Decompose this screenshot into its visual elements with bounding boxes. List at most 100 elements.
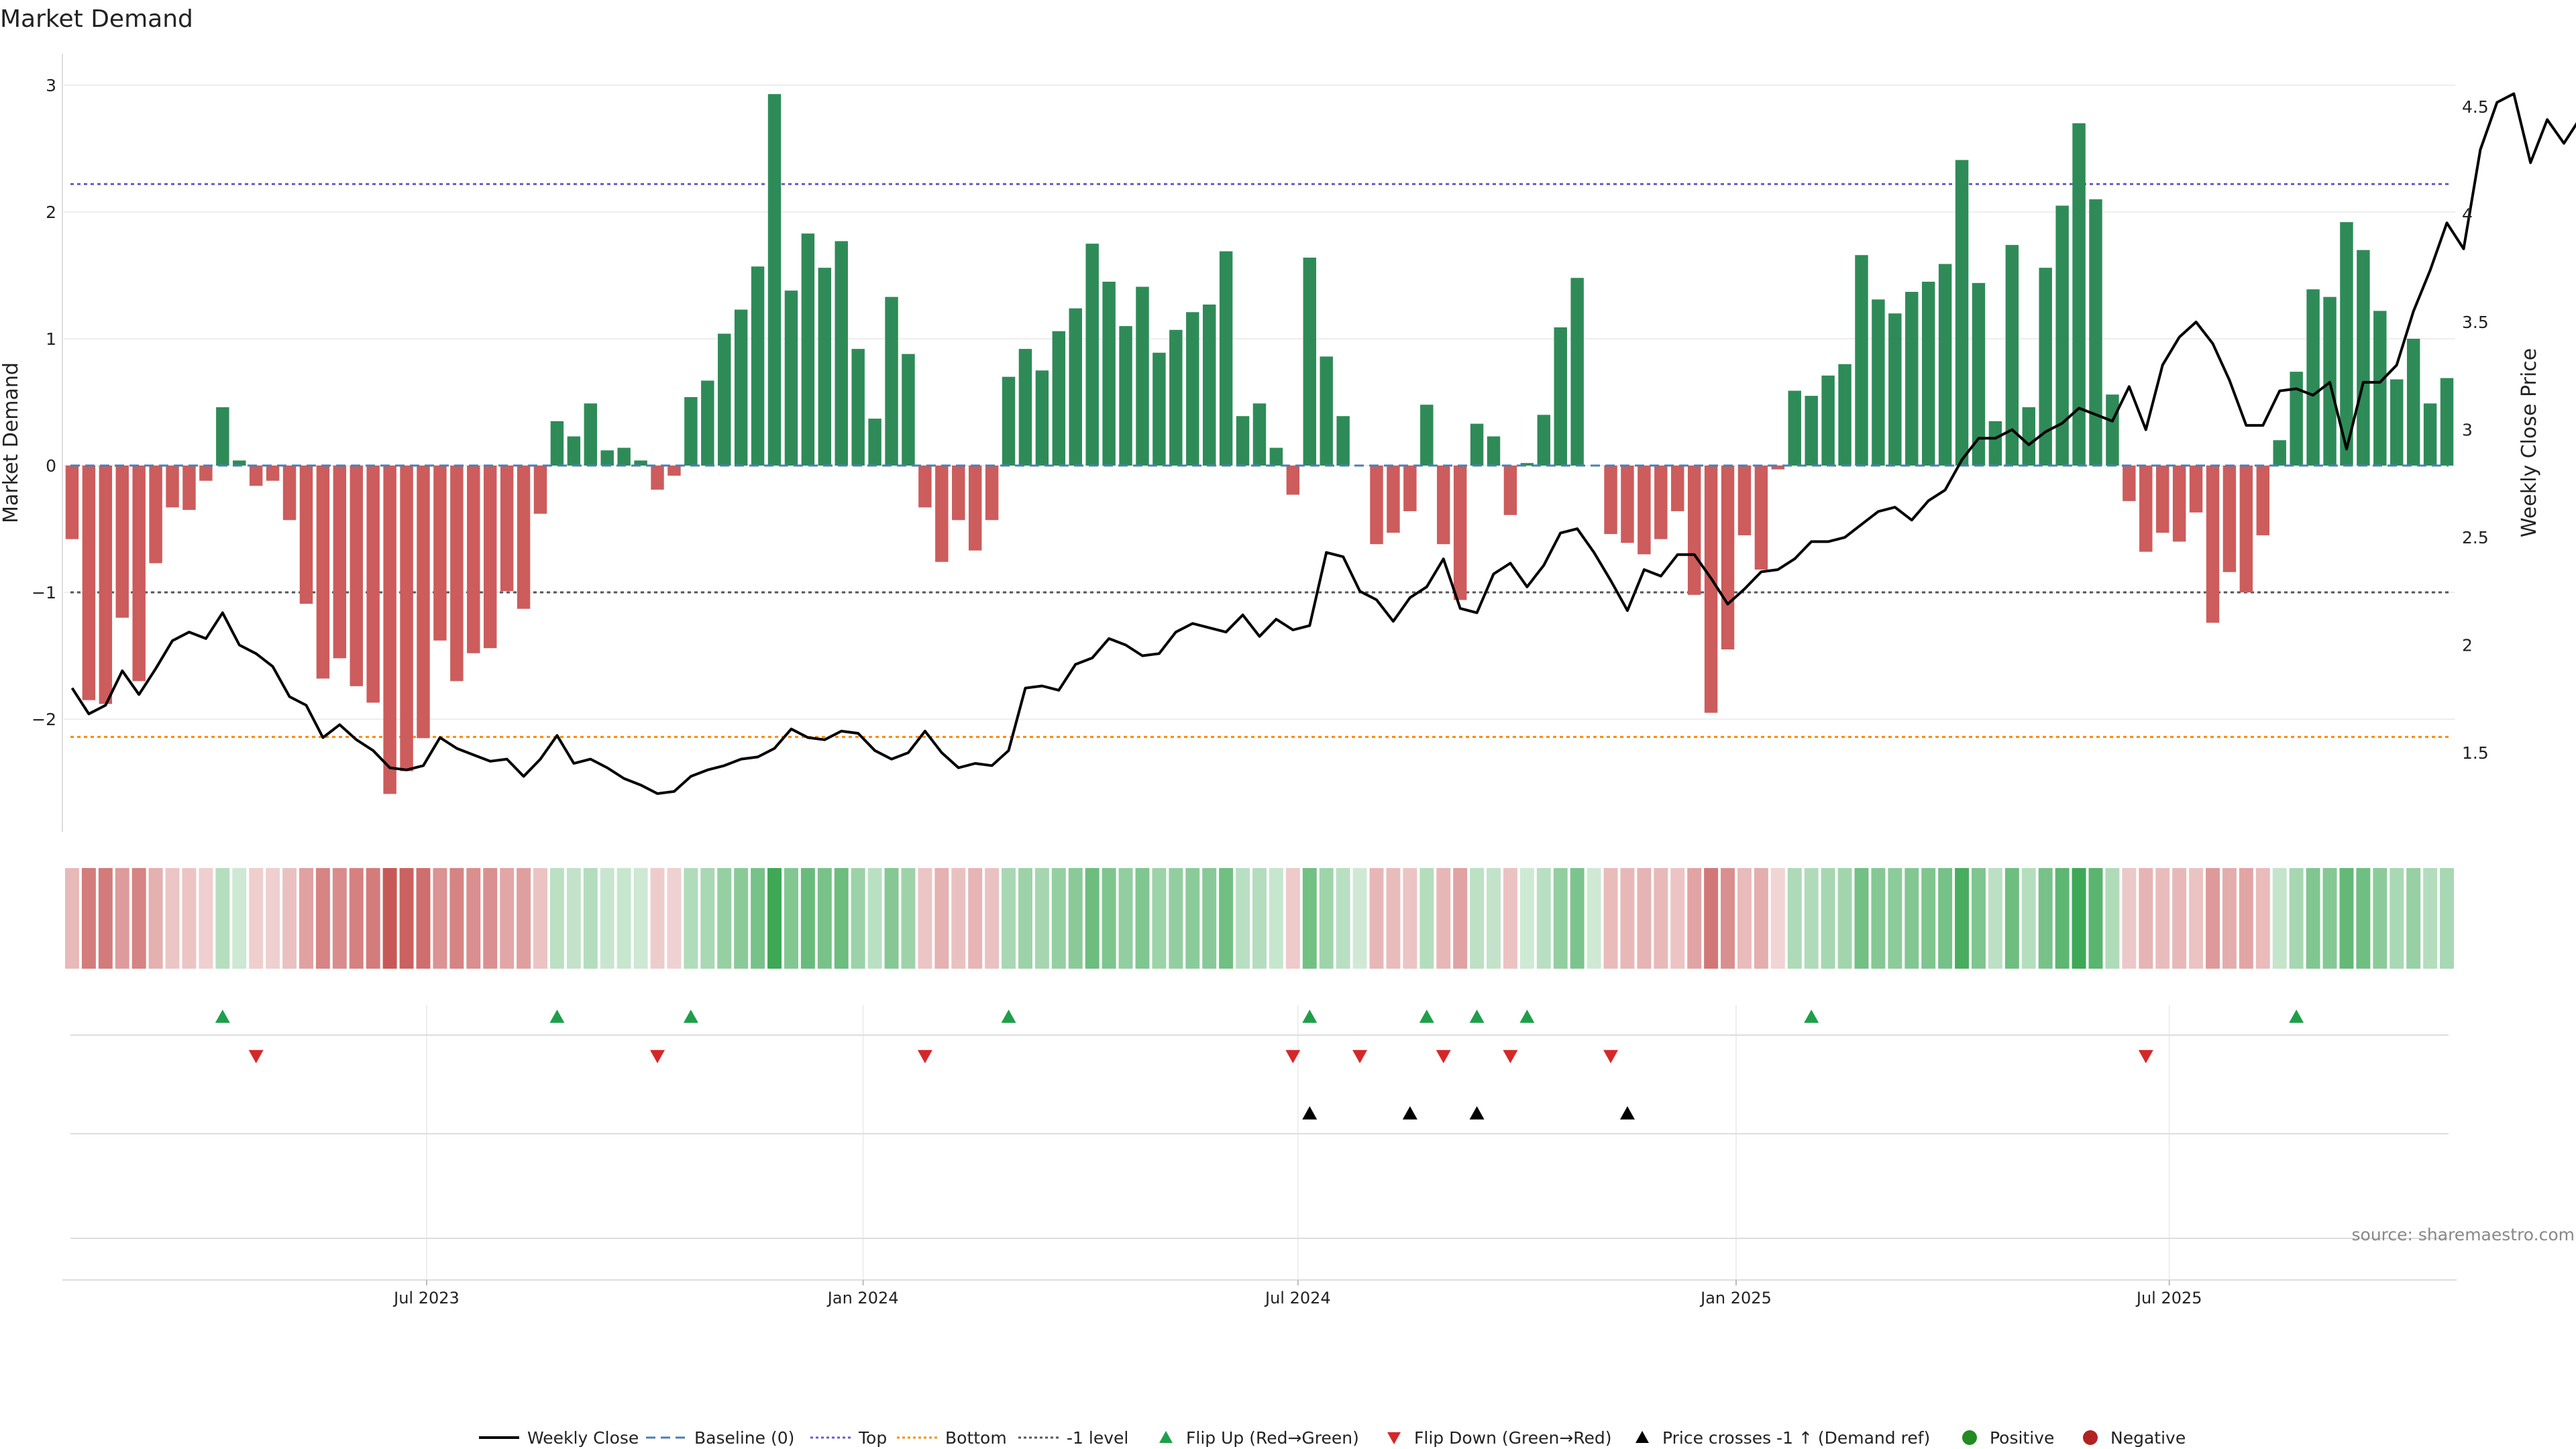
flip-up-marker [1001, 1010, 1016, 1023]
heat-cell [2423, 868, 2438, 969]
demand-bar [617, 447, 631, 466]
flip-down-marker [248, 1050, 264, 1063]
x-tick-label: Jul 2023 [392, 1289, 460, 1307]
demand-bar [784, 290, 798, 466]
heat-cell [1687, 868, 1702, 969]
demand-bar [600, 450, 614, 466]
y-tick-label: −2 [32, 710, 56, 729]
flip-down-marker [1285, 1050, 1301, 1063]
legend-swatch [1635, 1431, 1649, 1443]
heat-cell [1169, 868, 1183, 969]
demand-bar [1520, 463, 1534, 466]
heat-cell [131, 868, 146, 969]
legend-swatch [1962, 1430, 1977, 1445]
y2-tick-label: 2 [2462, 636, 2473, 655]
heat-cell [684, 868, 698, 969]
heat-cell [1051, 868, 1066, 969]
heat-cell [2172, 868, 2187, 969]
demand-bar [584, 403, 598, 466]
demand-bar [350, 466, 363, 686]
y2-tick-label: 2.5 [2462, 528, 2489, 547]
demand-bar [1169, 329, 1183, 466]
demand-bar [166, 466, 179, 508]
heat-cell [1034, 868, 1049, 969]
demand-bar [450, 466, 464, 682]
flip-down-marker [1603, 1050, 1619, 1063]
demand-bar [99, 466, 113, 704]
heat-cell [2206, 868, 2220, 969]
heat-cell [332, 868, 347, 969]
heat-cell [600, 868, 614, 969]
heat-cell [1654, 868, 1668, 969]
legend-swatch [1387, 1432, 1401, 1444]
demand-bar [851, 349, 865, 466]
heat-cell [1403, 868, 1417, 969]
heat-cell [918, 868, 932, 969]
heat-cell [1285, 868, 1300, 969]
heat-cell [767, 868, 782, 969]
heat-cell [549, 868, 564, 969]
heat-cell [2072, 868, 2086, 969]
flip-up-marker [1804, 1010, 1819, 1023]
flip-down-marker [2138, 1050, 2153, 1063]
heat-cell [1821, 868, 1835, 969]
heat-cell [2088, 868, 2103, 969]
demand-bar [65, 466, 79, 539]
demand-bar [1069, 308, 1082, 466]
heat-cell [1068, 868, 1083, 969]
heat-cell [483, 868, 498, 969]
demand-bar [1988, 421, 2002, 466]
flip-down-marker [1503, 1050, 1518, 1063]
flip-up-marker [1469, 1010, 1485, 1023]
x-tick-label: Jan 2024 [826, 1289, 899, 1307]
demand-bar [2423, 403, 2437, 466]
demand-bar [1855, 255, 1868, 466]
demand-bar [417, 466, 430, 739]
source-note: source: sharemaestro.com [2352, 1225, 2575, 1244]
flip-down-marker [1352, 1050, 1368, 1063]
demand-bar [701, 380, 714, 466]
heat-cell [616, 868, 631, 969]
demand-bar [2072, 123, 2086, 466]
demand-bar [2256, 466, 2270, 535]
heat-cell [1787, 868, 1802, 969]
demand-bar [467, 466, 480, 653]
demand-bar [1704, 466, 1718, 713]
demand-bar [1102, 281, 1116, 466]
demand-bar [902, 354, 915, 466]
demand-bar [266, 466, 280, 481]
demand-bar [233, 460, 246, 466]
heat-cell [817, 868, 832, 969]
heat-cell [1152, 868, 1167, 969]
demand-bar [1955, 160, 1969, 466]
heat-cell [2055, 868, 2070, 969]
heat-cell [2390, 868, 2404, 969]
demand-bar [801, 233, 815, 466]
demand-bar [1671, 466, 1684, 512]
legend-label: -1 level [1067, 1428, 1128, 1448]
heat-cell [2289, 868, 2304, 969]
heat-cell [315, 868, 330, 969]
demand-bar [1872, 299, 1885, 466]
demand-bar [968, 466, 982, 551]
heat-cell [1938, 868, 1953, 969]
chart-title: Market Demand [0, 5, 193, 33]
heat-cell [1219, 868, 1234, 969]
demand-bar [282, 466, 297, 521]
demand-bar [550, 421, 564, 466]
demand-heat-strip [64, 868, 2455, 969]
flip-down-marker [1436, 1050, 1451, 1063]
demand-bar [2106, 394, 2119, 466]
demand-bar [1921, 281, 1935, 466]
demand-bar [1202, 304, 1216, 466]
heat-cell [1436, 868, 1451, 969]
heat-cell [1453, 868, 1468, 969]
flip-up-marker [1302, 1010, 1318, 1023]
heat-cell [1955, 868, 1970, 969]
demand-bar [818, 268, 832, 466]
demand-bar [918, 466, 932, 508]
heat-cell [1336, 868, 1350, 969]
demand-bar [2055, 205, 2069, 466]
